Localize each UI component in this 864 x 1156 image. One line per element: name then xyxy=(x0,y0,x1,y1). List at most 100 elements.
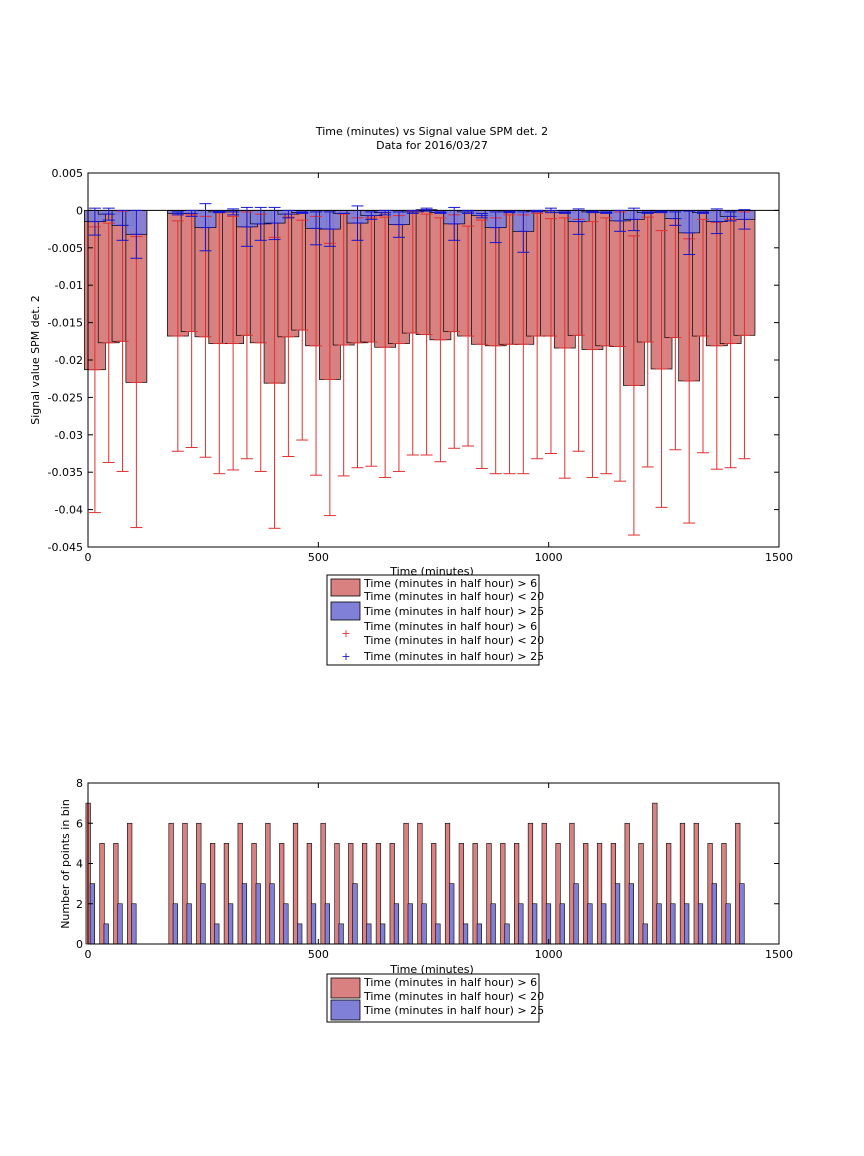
top-legend-blue-marker-line1: Time (minutes in half hour) > 25 xyxy=(363,650,544,663)
top-xtick-label-3: 1500 xyxy=(765,551,793,564)
top-legend-blue-marker: + xyxy=(341,650,350,663)
count-bar-blue-32 xyxy=(559,903,565,945)
count-bar-blue-3 xyxy=(131,903,137,945)
bottom-ytick-label-0: 0 xyxy=(76,938,83,951)
count-bar-blue-38 xyxy=(642,923,648,945)
bottom-ytick-label-2: 4 xyxy=(76,858,83,871)
count-bar-blue-15 xyxy=(324,903,330,945)
count-bar-blue-23 xyxy=(435,923,441,945)
count-bar-blue-13 xyxy=(297,923,303,945)
bottom-legend-blue-swatch xyxy=(330,999,361,1021)
count-bar-blue-43 xyxy=(711,883,717,945)
top-ytick-label-4: -0.015 xyxy=(48,317,83,330)
count-bar-blue-21 xyxy=(407,903,413,945)
count-bar-blue-36 xyxy=(614,883,621,945)
count-bar-blue-42 xyxy=(697,903,704,945)
bottom-legend-red-swatch xyxy=(330,977,361,999)
top-legend-blue-swatch xyxy=(330,601,361,621)
count-bar-blue-6 xyxy=(200,883,206,945)
bottom-ytick-label-3: 6 xyxy=(76,817,83,830)
bottom-xtick-label-3: 1500 xyxy=(765,948,793,961)
count-bar-blue-2 xyxy=(117,903,123,945)
count-bar-blue-39 xyxy=(656,903,662,945)
bottom-legend-red-line2: Time (minutes in half hour) < 20 xyxy=(363,990,544,1003)
top-ytick-label-5: -0.02 xyxy=(55,354,83,367)
count-bar-blue-10 xyxy=(255,883,261,945)
top-ytick-label-3: -0.01 xyxy=(55,279,83,292)
top-chart-subtitle: Data for 2016/03/27 xyxy=(376,139,488,152)
top-ytick-label-0: 0.005 xyxy=(52,167,84,180)
top-ytick-label-2: -0.005 xyxy=(48,242,83,255)
bottom-x-axis-label: Time (minutes) xyxy=(389,963,474,976)
top-legend-box xyxy=(326,574,540,666)
bottom-plot-area xyxy=(85,802,745,945)
top-legend: Time (minutes in half hour) > 6 Time (mi… xyxy=(326,574,544,666)
count-bar-blue-34 xyxy=(587,903,593,945)
bottom-y-ticks: 0 2 4 6 8 xyxy=(76,777,779,951)
count-bar-blue-17 xyxy=(352,883,358,945)
top-xtick-label-1: 500 xyxy=(308,551,329,564)
top-ytick-label-1: 0 xyxy=(76,204,83,217)
bottom-legend-box xyxy=(326,973,540,1023)
count-bar-blue-27 xyxy=(490,903,496,945)
count-bar-blue-0 xyxy=(89,883,96,945)
top-ytick-label-9: -0.04 xyxy=(55,504,83,517)
count-bar-blue-28 xyxy=(504,923,510,945)
bottom-ytick-label-4: 8 xyxy=(76,777,83,790)
top-chart-title: Time (minutes) vs Signal value SPM det. … xyxy=(315,125,548,138)
count-bar-blue-31 xyxy=(545,903,552,945)
count-bar-blue-12 xyxy=(283,903,289,945)
top-legend-red-marker-line1: Time (minutes in half hour) > 6 xyxy=(363,620,537,633)
top-ytick-label-8: -0.035 xyxy=(48,466,83,479)
count-bar-blue-40 xyxy=(670,903,676,945)
count-bar-blue-4 xyxy=(172,903,178,945)
count-bar-blue-30 xyxy=(532,903,538,945)
count-bar-blue-25 xyxy=(462,923,469,945)
top-legend-blue-line1: Time (minutes in half hour) > 25 xyxy=(363,605,544,618)
top-legend-red-swatch xyxy=(330,578,361,597)
count-bar-blue-24 xyxy=(449,883,455,945)
top-y-ticks: 0.005 0 -0.005 -0.01 -0.015 -0.02 -0.025 -0.03 -… xyxy=(48,167,779,554)
top-legend-red-line1: Time (minutes in half hour) > 6 xyxy=(363,577,537,590)
count-bar-blue-35 xyxy=(601,903,607,945)
bottom-xtick-label-2: 1000 xyxy=(535,948,563,961)
bottom-y-axis-label: Number of points in bin xyxy=(59,799,72,929)
count-bar-blue-45 xyxy=(739,883,745,945)
bottom-legend: Time (minutes in half hour) > 6 Time (mi… xyxy=(326,973,544,1023)
top-legend-red-marker-line2: Time (minutes in half hour) < 20 xyxy=(363,634,544,647)
top-plot-area xyxy=(84,203,779,536)
top-legend-red-marker: + xyxy=(341,627,350,640)
top-chart: Time (minutes) vs Signal value SPM det. … xyxy=(29,125,793,666)
count-bar-blue-20 xyxy=(393,903,400,945)
bottom-legend-red-line1: Time (minutes in half hour) > 6 xyxy=(363,976,537,989)
count-bar-blue-14 xyxy=(310,903,317,945)
top-xtick-label-2: 1000 xyxy=(535,551,563,564)
count-bar-blue-18 xyxy=(366,923,372,945)
bottom-ytick-label-1: 2 xyxy=(76,898,83,911)
count-bar-blue-26 xyxy=(476,923,482,945)
count-bar-blue-37 xyxy=(628,883,634,945)
top-ytick-label-7: -0.03 xyxy=(55,429,83,442)
bottom-legend-blue-line1: Time (minutes in half hour) > 25 xyxy=(363,1004,544,1017)
count-bar-blue-33 xyxy=(573,883,579,945)
count-bar-blue-5 xyxy=(186,903,192,945)
count-bar-blue-9 xyxy=(241,883,248,945)
bottom-chart: 0 2 4 6 8 0 500 1000 1500 Time (minutes) Number… xyxy=(59,777,793,1023)
top-x-ticks: 0 500 1000 1500 xyxy=(85,173,793,564)
count-bar-blue-7 xyxy=(214,923,220,945)
count-bar-blue-1 xyxy=(103,923,109,945)
count-bar-blue-22 xyxy=(421,903,427,945)
count-bar-blue-16 xyxy=(338,923,344,945)
bottom-x-ticks: 0 500 1000 1500 xyxy=(85,783,793,961)
count-bar-blue-29 xyxy=(518,903,524,945)
count-bar-blue-41 xyxy=(684,903,690,945)
count-bar-blue-8 xyxy=(228,903,234,945)
count-bar-blue-11 xyxy=(269,883,275,945)
top-ytick-label-6: -0.025 xyxy=(48,391,83,404)
count-bar-blue-44 xyxy=(725,903,731,945)
top-y-axis-label: Signal value SPM det. 2 xyxy=(29,295,42,425)
top-legend-red-line2: Time (minutes in half hour) < 20 xyxy=(363,590,544,603)
top-ytick-label-10: -0.045 xyxy=(48,541,83,554)
